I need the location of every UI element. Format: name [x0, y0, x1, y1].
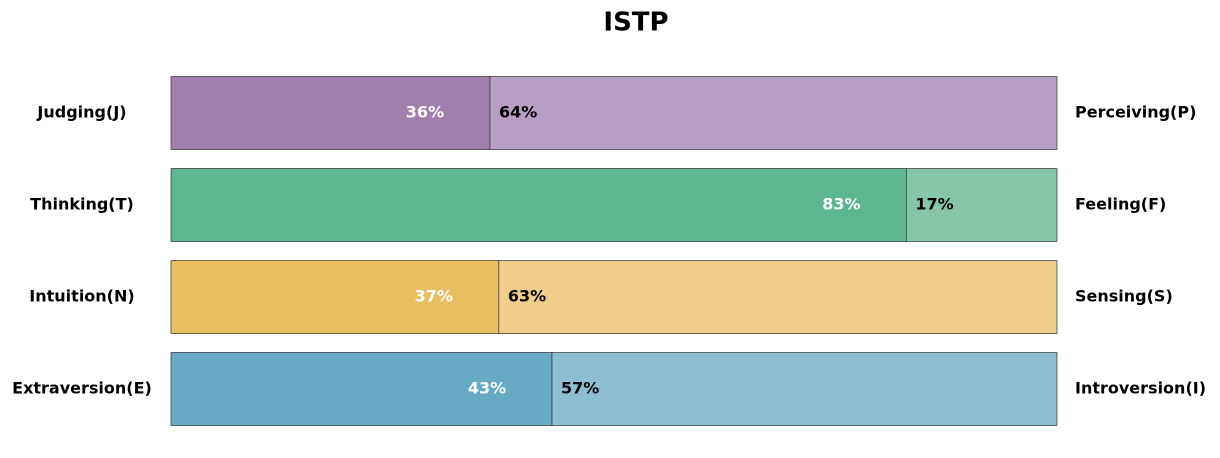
bar-segment — [489, 76, 1058, 150]
value-label: 17% — [915, 195, 953, 214]
left-category-label: Intuition(N) — [29, 287, 134, 306]
bar-segment — [551, 352, 1058, 426]
bar-segment — [498, 260, 1058, 334]
value-label: 83% — [822, 195, 860, 214]
bar-segment — [906, 168, 1058, 242]
left-category-label: Thinking(T) — [30, 195, 134, 214]
left-category-label: Extraversion(E) — [12, 379, 152, 398]
right-category-label: Sensing(S) — [1075, 287, 1173, 306]
right-category-label: Introversion(I) — [1075, 379, 1206, 398]
right-category-label: Perceiving(P) — [1075, 103, 1196, 122]
left-category-label: Judging(J) — [36, 103, 126, 122]
value-label: 63% — [508, 287, 546, 306]
bar-segment — [170, 76, 491, 150]
chart-title: ISTP — [603, 8, 668, 38]
value-label: 43% — [468, 379, 506, 398]
right-category-label: Feeling(F) — [1075, 195, 1166, 214]
value-label: 57% — [561, 379, 599, 398]
bar-segment — [170, 260, 500, 334]
value-label: 36% — [406, 103, 444, 122]
value-label: 64% — [499, 103, 537, 122]
value-label: 37% — [415, 287, 453, 306]
bar-segment — [170, 168, 907, 242]
bar-segment — [170, 352, 553, 426]
